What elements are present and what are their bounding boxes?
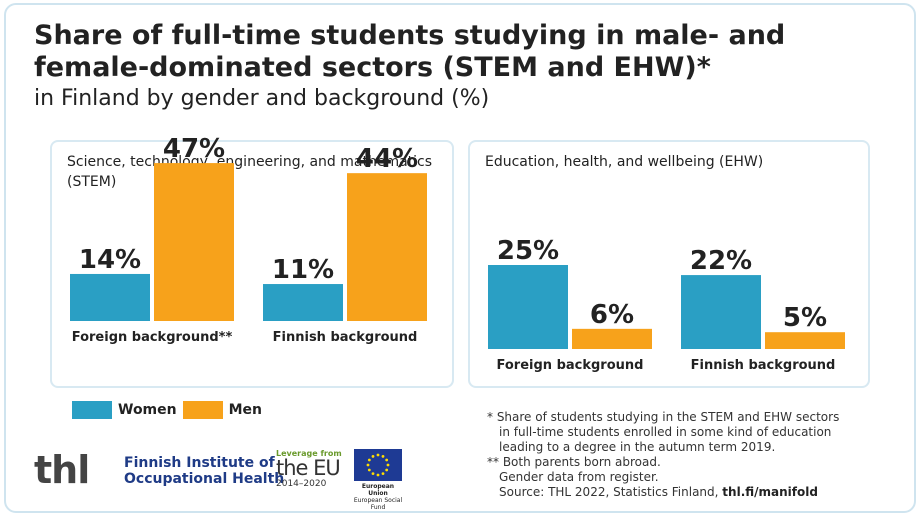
source-line: Source: THL 2022, Statistics Finland, th… — [487, 485, 839, 500]
legend-men: Men — [182, 401, 263, 419]
footnotes: * Share of students studying in the STEM… — [487, 410, 839, 500]
leverage-eu-logo: Leverage from the EU 2014–2020 — [276, 449, 342, 489]
eu-star-icon — [376, 473, 380, 477]
bar-value-label: 5% — [783, 303, 827, 333]
category-label: Finnish background — [273, 330, 418, 345]
legend-men-swatch — [182, 401, 223, 419]
footnote-line: in full-time students enrolled in some k… — [499, 425, 832, 439]
leverage-years: 2014–2020 — [276, 479, 327, 489]
bar-men — [765, 332, 845, 349]
eu-star-icon — [366, 463, 370, 467]
source-text: Source: THL 2022, Statistics Finland, — [499, 485, 719, 499]
category-label: Finnish background — [691, 358, 836, 373]
bar-value-label: 25% — [497, 236, 559, 266]
fioh-line2: Occupational Health — [124, 471, 285, 487]
bar-men — [154, 163, 234, 321]
bar-women — [681, 275, 761, 349]
category-label: Foreign background** — [72, 330, 233, 345]
eu-caption-line2: European Social Fund — [353, 497, 403, 511]
page-subtitle: in Finland by gender and background (%) — [34, 86, 490, 111]
eu-star-icon — [381, 454, 385, 458]
eu-star-icon — [381, 472, 385, 476]
eu-star-icon — [371, 472, 375, 476]
eu-star-icon — [386, 463, 390, 467]
eu-star-icon — [367, 468, 371, 472]
ehw-panel-title: Education, health, and wellbeing (EHW) — [485, 154, 764, 170]
fioh-line1: Finnish Institute of — [124, 455, 275, 471]
category-label: Foreign background — [497, 358, 644, 373]
bar-men — [347, 173, 427, 321]
eu-star-icon — [385, 458, 389, 462]
eu-star-icon — [371, 454, 375, 458]
thl-logo: thl — [34, 448, 90, 492]
footnote-line: ** Both parents born abroad. — [487, 455, 661, 469]
footnote-line: leading to a degree in the autumn term 2… — [499, 440, 776, 454]
ehw-panel: Education, health, and wellbeing (EHW) 2… — [468, 140, 870, 388]
stem-panel: Science, technology, engineering, and ma… — [50, 134, 454, 388]
bar-women — [488, 265, 568, 349]
leverage-label: Leverage from — [276, 449, 342, 458]
stem-chart: 14% 47% Foreign background** 11% 44% Finnish … — [70, 134, 427, 345]
footnote-line: * Share of students studying in the STEM… — [487, 410, 840, 424]
legend-women-swatch — [72, 401, 112, 419]
bar-women — [70, 273, 150, 321]
bar-men — [572, 328, 652, 349]
eu-caption-line1: European Union — [361, 483, 395, 497]
legend-men-label: Men — [228, 402, 263, 418]
bar-value-label: 44% — [356, 144, 418, 174]
ehw-chart: 25% 6% Foreign background 22% 5% Finnish back… — [488, 236, 845, 373]
legend-women-label: Women — [118, 402, 177, 418]
eu-flag-icon — [354, 449, 402, 481]
eu-star-icon — [376, 453, 380, 457]
bar-value-label: 47% — [163, 134, 225, 164]
bar-value-label: 6% — [590, 300, 634, 330]
fioh-logo: Finnish Institute of Occupational Health — [124, 455, 284, 487]
leverage-eu-name: the EU — [276, 456, 341, 480]
footnote-line: Gender data from register. — [499, 470, 659, 484]
eu-flag-caption: European Union European Social Fund — [352, 483, 404, 511]
bar-value-label: 11% — [272, 255, 334, 285]
eu-star-icon — [385, 468, 389, 472]
legend-women: Women — [72, 401, 177, 419]
bar-women — [263, 284, 343, 321]
bar-value-label: 22% — [690, 246, 752, 276]
page-title: Share of full-time students studying in … — [34, 20, 786, 83]
bar-value-label: 14% — [79, 245, 141, 275]
eu-star-icon — [367, 458, 371, 462]
source-link[interactable]: thl.fi/manifold — [722, 485, 818, 499]
chart-legend: Women Men — [72, 401, 268, 419]
